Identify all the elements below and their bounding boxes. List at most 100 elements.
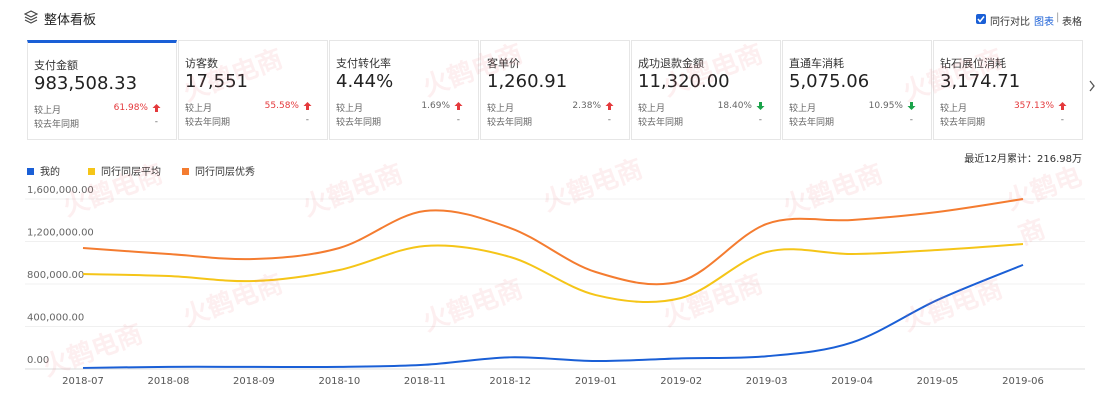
yoy-label: 较去年同期 [336, 118, 382, 128]
legend-label: 同行同层平均 [101, 165, 161, 178]
yoy-value: - [758, 115, 762, 125]
x-tick-label: 2018-08 [148, 376, 190, 387]
kpi-label: 成功退款金额 [638, 57, 704, 70]
mom-value: 2.38% [572, 101, 601, 111]
kpi-label: 钻石展位消耗 [940, 57, 1006, 70]
mom-label: 较上月 [638, 104, 666, 114]
trend-arrow [454, 102, 463, 110]
kpi-card[interactable]: 直通车消耗 5,075.06 较上月 10.95% 较去年同期 - [782, 40, 932, 140]
layers-icon [24, 10, 38, 24]
series-line [82, 198, 1024, 286]
legend-label: 我的 [40, 165, 60, 178]
series-line [82, 243, 1024, 304]
kpi-label: 访客数 [185, 57, 218, 70]
yoy-value: - [305, 115, 309, 125]
yoy-label: 较去年同期 [185, 118, 231, 128]
kpi-card[interactable]: 成功退款金额 11,320.00 较上月 18.40% 较去年同期 - [631, 40, 781, 140]
trend-arrow [756, 102, 765, 110]
x-tick-label: 2018-09 [233, 376, 275, 387]
x-tick-label: 2019-04 [831, 376, 873, 387]
kpi-label: 客单价 [487, 57, 520, 70]
y-tick-label: 800,000.00 [27, 270, 84, 281]
arrow-shape [1058, 102, 1067, 110]
mom-value: 61.98% [113, 103, 148, 113]
kpi-card[interactable]: 钻石展位消耗 3,174.71 较上月 357.13% 较去年同期 - [933, 40, 1083, 140]
yoy-label: 较去年同期 [34, 120, 80, 130]
trend-arrow [152, 104, 161, 112]
yoy-label: 较去年同期 [638, 118, 684, 128]
page-title: 整体看板 [44, 13, 97, 28]
arrow-shape [605, 102, 614, 110]
compare-label[interactable]: 同行对比 [990, 17, 1030, 28]
yoy-label: 较去年同期 [940, 118, 986, 128]
tab-separator: | [1056, 12, 1060, 23]
y-tick-label: 400,000.00 [27, 313, 84, 324]
kpi-card[interactable]: 客单价 1,260.91 较上月 2.38% 较去年同期 - [480, 40, 630, 140]
kpi-card[interactable]: 访客数 17,551 较上月 55.58% 较去年同期 - [178, 40, 328, 140]
x-tick-label: 2019-03 [746, 376, 788, 387]
mom-value: 1.69% [421, 101, 450, 111]
mom-label: 较上月 [34, 106, 62, 116]
mom-value: 10.95% [868, 101, 903, 111]
kpi-value: 17,551 [185, 71, 248, 92]
mom-label: 较上月 [789, 104, 817, 114]
kpi-value: 11,320.00 [638, 71, 730, 92]
kpi-value: 3,174.71 [940, 71, 1021, 92]
trend-arrow [605, 102, 614, 110]
x-tick-label: 2019-01 [575, 376, 617, 387]
legend-swatch [27, 168, 34, 175]
x-tick-label: 2018-10 [318, 376, 360, 387]
kpi-value: 1,260.91 [487, 71, 568, 92]
yoy-label: 较去年同期 [487, 118, 533, 128]
yoy-value: - [909, 115, 913, 125]
mom-value: 18.40% [717, 101, 752, 111]
legend-label: 同行同层优秀 [195, 165, 255, 178]
y-tick-label: 1,600,000.00 [27, 185, 94, 196]
summary: 最近12月累计：216.98万 [964, 152, 1082, 165]
kpi-value: 983,508.33 [34, 73, 138, 94]
series-line [82, 263, 1024, 369]
x-tick-label: 2018-07 [62, 376, 104, 387]
legend-swatch [88, 168, 95, 175]
kpi-label: 支付金额 [34, 59, 78, 72]
yoy-label: 较去年同期 [789, 118, 835, 128]
mom-label: 较上月 [940, 104, 968, 114]
kpi-card[interactable]: 支付转化率 4.44% 较上月 1.69% 较去年同期 - [329, 40, 479, 140]
compare-checkbox[interactable] [976, 14, 986, 24]
y-tick-label: 0.00 [27, 355, 49, 366]
kpi-value: 4.44% [336, 71, 394, 92]
arrow-shape [454, 102, 463, 110]
yoy-value: - [1060, 115, 1064, 125]
arrow-shape [907, 102, 916, 110]
yoy-value: - [607, 115, 611, 125]
kpi-label: 直通车消耗 [789, 57, 844, 70]
x-tick-label: 2019-02 [660, 376, 702, 387]
mom-label: 较上月 [487, 104, 515, 114]
y-tick-label: 1,200,000.00 [27, 228, 94, 239]
mom-value: 55.58% [264, 101, 299, 111]
yoy-value: - [456, 115, 460, 125]
x-tick-label: 2018-12 [489, 376, 531, 387]
mom-label: 较上月 [185, 104, 213, 114]
x-tick-label: 2019-06 [1002, 376, 1044, 387]
x-tick-label: 2018-11 [404, 376, 446, 387]
kpi-card[interactable]: 支付金额 983,508.33 较上月 61.98% 较去年同期 - [27, 40, 177, 140]
yoy-value: - [154, 117, 158, 127]
trend-arrow [1058, 102, 1067, 110]
kpi-value: 5,075.06 [789, 71, 870, 92]
tab-chart[interactable]: 图表 [1034, 17, 1054, 28]
mom-label: 较上月 [336, 104, 364, 114]
tab-table[interactable]: 表格 [1062, 17, 1082, 28]
trend-arrow [907, 102, 916, 110]
trend-arrow [303, 102, 312, 110]
kpi-label: 支付转化率 [336, 57, 391, 70]
mom-value: 357.13% [1013, 101, 1054, 111]
legend-swatch [182, 168, 189, 175]
next-arrow[interactable] [1088, 80, 1096, 92]
x-tick-label: 2019-05 [917, 376, 959, 387]
arrow-shape [756, 102, 765, 110]
arrow-shape [303, 102, 312, 110]
arrow-shape [152, 104, 161, 112]
